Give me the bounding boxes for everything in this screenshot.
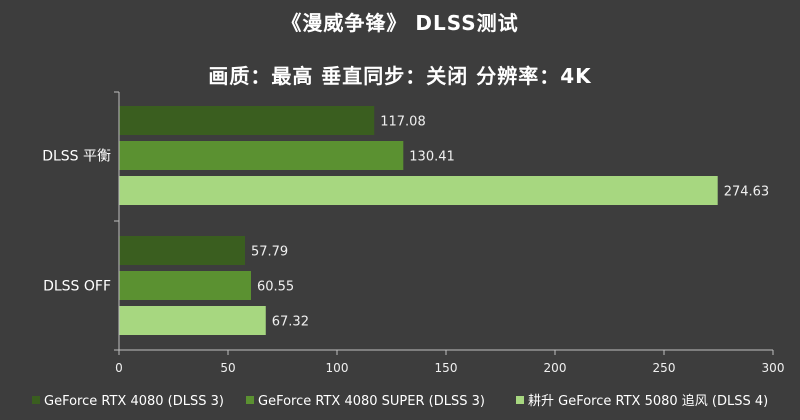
x-tick-label-4: 200	[544, 361, 567, 375]
data-label-0-2: 274.63	[724, 185, 770, 200]
x-tick-label-5: 250	[653, 361, 676, 375]
bar-0-2	[119, 176, 718, 205]
bar-1-2	[119, 306, 266, 335]
data-label-1-0: 57.79	[251, 245, 288, 260]
category-label-0: DLSS 平衡	[42, 149, 111, 165]
bar-0-0	[119, 106, 375, 135]
category-label-1: DLSS OFF	[43, 279, 111, 295]
legend-label-1: GeForce RTX 4080 SUPER (DLSS 3)	[258, 394, 485, 409]
bar-1-0	[119, 236, 245, 265]
legend-label-2: 耕升 GeForce RTX 5080 追风 (DLSS 4)	[528, 393, 768, 409]
legend-swatch-2	[516, 396, 524, 404]
x-tick-label-6: 300	[762, 361, 785, 375]
legend-label-0: GeForce RTX 4080 (DLSS 3)	[44, 394, 224, 409]
data-label-1-2: 67.32	[272, 315, 309, 330]
x-tick-label-0: 0	[115, 361, 123, 375]
chart-title: 《漫威争锋》 DLSS测试	[281, 11, 519, 35]
bar-0-1	[119, 141, 404, 170]
data-label-0-1: 130.41	[409, 150, 455, 165]
x-tick-label-2: 100	[326, 361, 349, 375]
x-tick-label-3: 150	[435, 361, 458, 375]
x-tick-label-1: 50	[220, 361, 235, 375]
data-label-0-0: 117.08	[380, 115, 426, 130]
bar-1-1	[119, 271, 251, 300]
legend-swatch-1	[246, 396, 254, 404]
data-label-1-1: 60.55	[257, 280, 294, 295]
legend-swatch-0	[32, 396, 40, 404]
chart-subtitle: 画质：最高 垂直同步：关闭 分辨率：4K	[208, 64, 592, 88]
